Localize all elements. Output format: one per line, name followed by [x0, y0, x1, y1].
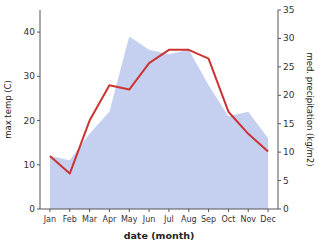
y2-tick-label: 10 — [283, 147, 295, 157]
y2-tick-label: 20 — [283, 90, 295, 100]
y2-tick-label: 25 — [283, 62, 294, 72]
x-tick — [188, 209, 189, 212]
y2-tick — [278, 180, 281, 181]
x-tick-label: Aug — [181, 215, 197, 224]
x-tick-label: Feb — [63, 215, 77, 224]
y-axis-line — [40, 10, 41, 209]
x-tick — [228, 209, 229, 212]
x-tick — [149, 209, 150, 212]
y-tick — [37, 32, 40, 33]
y-tick — [37, 164, 40, 165]
x-tick-label: Sep — [201, 215, 216, 224]
page: {"chart_data": {"type": "line", "xlabel"… — [0, 0, 318, 247]
y2-tick-label: 5 — [283, 176, 289, 186]
x-tick — [208, 209, 209, 212]
temperature-line — [50, 50, 268, 174]
y-tick — [37, 209, 40, 210]
x-tick-label: Apr — [102, 215, 117, 224]
precipitation-area — [50, 37, 268, 209]
y2-tick — [278, 66, 281, 67]
y2-tick — [278, 209, 281, 210]
x-tick — [49, 209, 50, 212]
y2-tick-label: 30 — [283, 33, 295, 43]
y2-tick — [278, 10, 281, 11]
x-tick — [248, 209, 249, 212]
y-tick-label: 40 — [24, 27, 36, 37]
x-tick-label: Dec — [260, 215, 275, 224]
y2-tick-label: 0 — [283, 204, 289, 214]
y2-tick — [278, 95, 281, 96]
y2-axis-line — [278, 10, 279, 209]
x-tick-label: Nov — [240, 215, 256, 224]
x-tick — [129, 209, 130, 212]
y-tick — [37, 76, 40, 77]
y2-tick — [278, 123, 281, 124]
x-tick — [89, 209, 90, 212]
x-tick — [268, 209, 269, 212]
y2-tick — [278, 38, 281, 39]
x-tick-label: Mar — [82, 215, 98, 224]
y-tick — [37, 120, 40, 121]
y-axis-label: max temp (C) — [3, 80, 13, 139]
y-tick-label: 0 — [29, 204, 35, 214]
y-tick-label: 10 — [24, 160, 36, 170]
y2-tick-label: 35 — [283, 5, 294, 15]
y2-tick — [278, 152, 281, 153]
y-tick-label: 30 — [24, 71, 36, 81]
x-tick-label: Jan — [43, 215, 56, 224]
x-axis-label: date (month) — [124, 230, 195, 241]
x-tick-label: Oct — [221, 215, 235, 224]
x-tick-label: May — [121, 215, 138, 224]
y2-tick-label: 15 — [283, 119, 294, 129]
plot-area — [50, 37, 268, 209]
x-tick — [69, 209, 70, 212]
x-axis-line — [40, 209, 278, 210]
y-tick-label: 20 — [24, 116, 36, 126]
x-tick-label: Jun — [142, 215, 156, 224]
y2-axis-label: med. precipitation (kg/m2) — [305, 52, 315, 166]
x-tick — [109, 209, 110, 212]
x-tick — [168, 209, 169, 212]
x-tick-label: Jul — [163, 215, 174, 224]
chart: Jan Feb Mar Apr May Jun Jul Aug Sep Oct Nov Dec 0 10 2… — [0, 0, 318, 247]
background — [0, 0, 318, 247]
